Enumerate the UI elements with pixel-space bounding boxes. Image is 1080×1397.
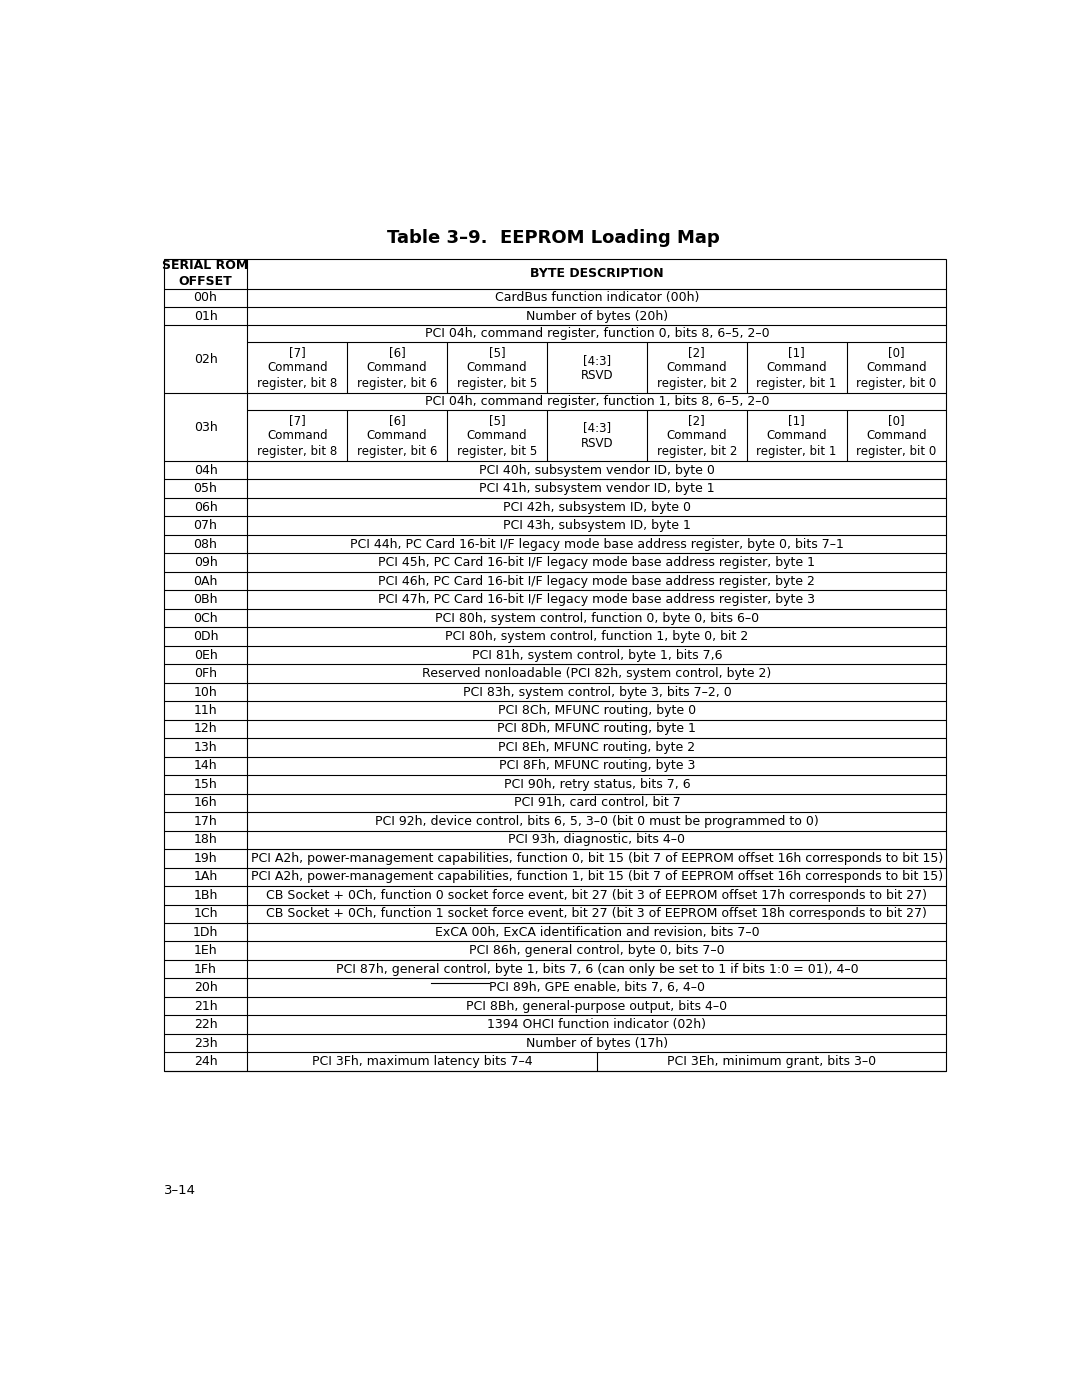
Text: Number of bytes (20h): Number of bytes (20h)	[526, 310, 667, 323]
Text: PCI 8Fh, MFUNC routing, byte 3: PCI 8Fh, MFUNC routing, byte 3	[499, 760, 696, 773]
Text: [6]
Command
register, bit 6: [6] Command register, bit 6	[357, 346, 437, 390]
Text: PCI 90h, retry status, bits 7, 6: PCI 90h, retry status, bits 7, 6	[503, 778, 690, 791]
Text: 09h: 09h	[193, 556, 217, 569]
Text: 1Bh: 1Bh	[193, 888, 218, 902]
Text: 0Fh: 0Fh	[194, 666, 217, 680]
Text: PCI A2h, power-management capabilities, function 1, bit 15 (bit 7 of EEPROM offs: PCI A2h, power-management capabilities, …	[251, 870, 943, 883]
Text: PCI 3Fh, maximum latency bits 7–4: PCI 3Fh, maximum latency bits 7–4	[312, 1055, 532, 1069]
Text: 16h: 16h	[193, 796, 217, 809]
Text: 03h: 03h	[193, 420, 217, 433]
Text: 3–14: 3–14	[164, 1185, 195, 1197]
Text: PCI 80h, system control, function 0, byte 0, bits 6–0: PCI 80h, system control, function 0, byt…	[435, 612, 759, 624]
Text: PCI 46h, PC Card 16-bit I/F legacy mode base address register, byte 2: PCI 46h, PC Card 16-bit I/F legacy mode …	[378, 574, 815, 588]
Text: PCI 83h, system control, byte 3, bits 7–2, 0: PCI 83h, system control, byte 3, bits 7–…	[462, 686, 731, 698]
Text: PCI 04h, command register, function 0, bits 8, 6–5, 2–0: PCI 04h, command register, function 0, b…	[424, 327, 769, 341]
Text: SERIAL ROM
OFFSET: SERIAL ROM OFFSET	[162, 260, 248, 288]
Text: [4:3]
RSVD: [4:3] RSVD	[581, 353, 613, 383]
Text: 0Eh: 0Eh	[193, 648, 217, 662]
Text: [7]
Command
register, bit 8: [7] Command register, bit 8	[257, 346, 337, 390]
Text: PCI 86h, general control, byte 0, bits 7–0: PCI 86h, general control, byte 0, bits 7…	[469, 944, 725, 957]
Text: PCI 92h, device control, bits 6, 5, 3–0 (bit 0 must be programmed to 0): PCI 92h, device control, bits 6, 5, 3–0 …	[375, 814, 819, 828]
Text: 05h: 05h	[193, 482, 217, 495]
Text: 19h: 19h	[193, 852, 217, 865]
Text: 20h: 20h	[193, 981, 217, 995]
Text: Reserved nonloadable (PCI 82h, system control, byte 2): Reserved nonloadable (PCI 82h, system co…	[422, 666, 771, 680]
Text: 02h: 02h	[193, 353, 217, 366]
Text: [0]
Command
register, bit 0: [0] Command register, bit 0	[856, 414, 936, 458]
Text: [7]
Command
register, bit 8: [7] Command register, bit 8	[257, 414, 337, 458]
Text: 07h: 07h	[193, 520, 217, 532]
Text: PCI 8Ch, MFUNC routing, byte 0: PCI 8Ch, MFUNC routing, byte 0	[498, 704, 696, 717]
Text: PCI 44h, PC Card 16-bit I/F legacy mode base address register, byte 0, bits 7–1: PCI 44h, PC Card 16-bit I/F legacy mode …	[350, 538, 843, 550]
Text: PCI 91h, card control, bit 7: PCI 91h, card control, bit 7	[513, 796, 680, 809]
Text: 00h: 00h	[193, 291, 217, 305]
Text: 01h: 01h	[193, 310, 217, 323]
Text: CB Socket + 0Ch, function 1 socket force event, bit 27 (bit 3 of EEPROM offset 1: CB Socket + 0Ch, function 1 socket force…	[267, 907, 928, 921]
Text: PCI 04h, command register, function 1, bits 8, 6–5, 2–0: PCI 04h, command register, function 1, b…	[424, 395, 769, 408]
Text: PCI 43h, subsystem ID, byte 1: PCI 43h, subsystem ID, byte 1	[503, 520, 691, 532]
Text: [5]
Command
register, bit 5: [5] Command register, bit 5	[457, 346, 537, 390]
Text: Table 3–9.  EEPROM Loading Map: Table 3–9. EEPROM Loading Map	[387, 229, 720, 247]
Text: 06h: 06h	[193, 500, 217, 514]
Text: BYTE DESCRIPTION: BYTE DESCRIPTION	[530, 267, 664, 281]
Text: 1394 OHCI function indicator (02h): 1394 OHCI function indicator (02h)	[487, 1018, 706, 1031]
Text: [1]
Command
register, bit 1: [1] Command register, bit 1	[756, 346, 837, 390]
Bar	[164, 260, 946, 1071]
Text: 21h: 21h	[193, 1000, 217, 1013]
Text: 1Ah: 1Ah	[193, 870, 218, 883]
Text: 18h: 18h	[193, 834, 217, 847]
Text: PCI 3Eh, minimum grant, bits 3–0: PCI 3Eh, minimum grant, bits 3–0	[667, 1055, 876, 1069]
Text: 12h: 12h	[193, 722, 217, 735]
Text: 22h: 22h	[193, 1018, 217, 1031]
Text: 0Bh: 0Bh	[193, 594, 218, 606]
Text: 24h: 24h	[193, 1055, 217, 1069]
Text: 14h: 14h	[193, 760, 217, 773]
Text: [4:3]
RSVD: [4:3] RSVD	[581, 422, 613, 450]
Text: 0Dh: 0Dh	[192, 630, 218, 643]
Text: PCI 8Bh, general-purpose output, bits 4–0: PCI 8Bh, general-purpose output, bits 4–…	[467, 1000, 728, 1013]
Text: 23h: 23h	[193, 1037, 217, 1049]
Text: CardBus function indicator (00h): CardBus function indicator (00h)	[495, 291, 699, 305]
Text: 0Ch: 0Ch	[193, 612, 218, 624]
Text: 1Fh: 1Fh	[194, 963, 217, 975]
Text: 1Eh: 1Eh	[193, 944, 217, 957]
Text: PCI 40h, subsystem vendor ID, byte 0: PCI 40h, subsystem vendor ID, byte 0	[478, 464, 715, 476]
Text: [0]
Command
register, bit 0: [0] Command register, bit 0	[856, 346, 936, 390]
Text: 10h: 10h	[193, 686, 217, 698]
Text: Number of bytes (17h): Number of bytes (17h)	[526, 1037, 667, 1049]
Text: PCI 41h, subsystem vendor ID, byte 1: PCI 41h, subsystem vendor ID, byte 1	[480, 482, 715, 495]
Text: [1]
Command
register, bit 1: [1] Command register, bit 1	[756, 414, 837, 458]
Text: PCI 42h, subsystem ID, byte 0: PCI 42h, subsystem ID, byte 0	[503, 500, 691, 514]
Text: 15h: 15h	[193, 778, 217, 791]
Text: [5]
Command
register, bit 5: [5] Command register, bit 5	[457, 414, 537, 458]
Text: PCI 8Dh, MFUNC routing, byte 1: PCI 8Dh, MFUNC routing, byte 1	[498, 722, 697, 735]
Text: 1Dh: 1Dh	[193, 926, 218, 939]
Text: 13h: 13h	[193, 740, 217, 754]
Text: [2]
Command
register, bit 2: [2] Command register, bit 2	[657, 346, 737, 390]
Text: PCI 87h, general control, byte 1, bits 7, 6 (can only be set to 1 if bits 1:0 = : PCI 87h, general control, byte 1, bits 7…	[336, 963, 859, 975]
Text: CB Socket + 0Ch, function 0 socket force event, bit 27 (bit 3 of EEPROM offset 1: CB Socket + 0Ch, function 0 socket force…	[267, 888, 928, 902]
Text: 04h: 04h	[193, 464, 217, 476]
Text: [2]
Command
register, bit 2: [2] Command register, bit 2	[657, 414, 737, 458]
Text: 08h: 08h	[193, 538, 217, 550]
Text: [6]
Command
register, bit 6: [6] Command register, bit 6	[357, 414, 437, 458]
Text: PCI 89h, GPE enable, bits 7, 6, 4–0: PCI 89h, GPE enable, bits 7, 6, 4–0	[489, 981, 705, 995]
Text: 11h: 11h	[193, 704, 217, 717]
Text: PCI 80h, system control, function 1, byte 0, bit 2: PCI 80h, system control, function 1, byt…	[445, 630, 748, 643]
Text: 0Ah: 0Ah	[193, 574, 218, 588]
Text: PCI 8Eh, MFUNC routing, byte 2: PCI 8Eh, MFUNC routing, byte 2	[498, 740, 696, 754]
Text: PCI 47h, PC Card 16-bit I/F legacy mode base address register, byte 3: PCI 47h, PC Card 16-bit I/F legacy mode …	[378, 594, 815, 606]
Text: PCI 81h, system control, byte 1, bits 7,6: PCI 81h, system control, byte 1, bits 7,…	[472, 648, 723, 662]
Text: PCI 93h, diagnostic, bits 4–0: PCI 93h, diagnostic, bits 4–0	[509, 834, 686, 847]
Text: PCI A2h, power-management capabilities, function 0, bit 15 (bit 7 of EEPROM offs: PCI A2h, power-management capabilities, …	[251, 852, 943, 865]
Text: PCI 45h, PC Card 16-bit I/F legacy mode base address register, byte 1: PCI 45h, PC Card 16-bit I/F legacy mode …	[378, 556, 815, 569]
Text: 1Ch: 1Ch	[193, 907, 218, 921]
Text: ExCA 00h, ExCA identification and revision, bits 7–0: ExCA 00h, ExCA identification and revisi…	[434, 926, 759, 939]
Text: 17h: 17h	[193, 814, 217, 828]
